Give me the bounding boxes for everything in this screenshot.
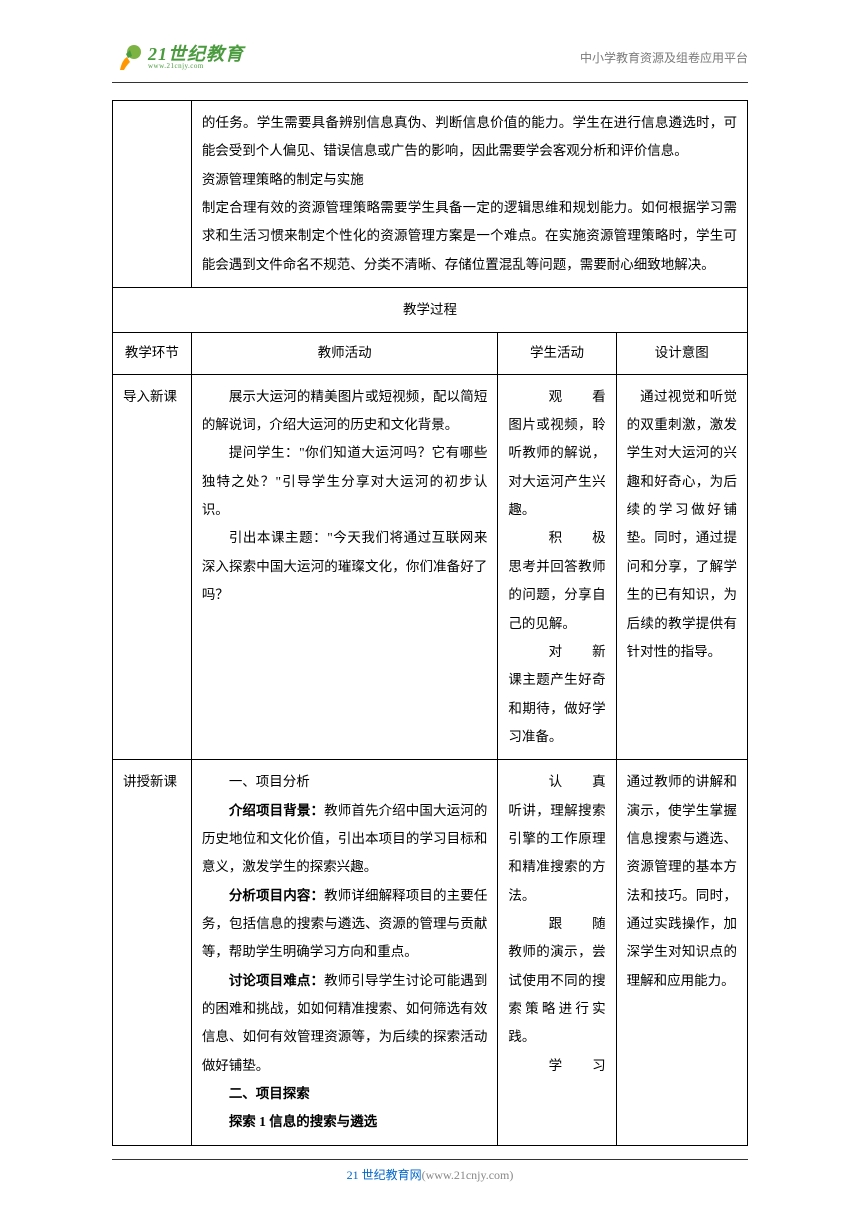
teach-student-p2: 跟 随 xyxy=(508,910,605,938)
teach-h1: 一、项目分析 xyxy=(202,768,488,796)
lesson-row-intro: 导入新课 展示大运河的精美图片或短视频，配以简短的解说词，介绍大运河的历史和文化… xyxy=(113,374,748,759)
intro-label: 导入新课 xyxy=(113,374,192,759)
pre-section-label xyxy=(113,101,192,288)
intro-student-p2b: 思考并回答教师的问题，分享自己的见解。 xyxy=(508,553,605,638)
intro-design-text: 通过视觉和听觉的双重刺激，激发学生对大运河的兴趣和好奇心，为后续的学习做好铺垫。… xyxy=(627,383,737,666)
teach-student-p1b: 听讲，理解搜索引擎的工作原理和精准搜索的方法。 xyxy=(508,797,605,910)
process-title: 教学过程 xyxy=(113,288,748,333)
pre-section-content: 的任务。学生需要具备辨别信息真伪、判断信息价值的能力。学生在进行信息遴选时，可能… xyxy=(191,101,747,288)
teach-student-p2b: 教师的演示，尝试使用不同的搜索策略进行实践。 xyxy=(508,938,605,1051)
teach-design: 通过教师的讲解和演示，使学生掌握信息搜索与遴选、资源管理的基本方法和技巧。同时，… xyxy=(616,760,747,1145)
teach-p3: 讨论项目难点：教师引导学生讨论可能遇到的困难和挑战，如如何精准搜索、如何筛选有效… xyxy=(202,967,488,1080)
header-col1: 教学环节 xyxy=(113,333,192,374)
header-col3: 学生活动 xyxy=(498,333,616,374)
pre-section-row: 的任务。学生需要具备辨别信息真伪、判断信息价值的能力。学生在进行信息遴选时，可能… xyxy=(113,101,748,288)
intro-student-p1b: 图片或视频，聆听教师的解说，对大运河产生兴趣。 xyxy=(508,411,605,524)
header-col4: 设计意图 xyxy=(616,333,747,374)
teach-p2: 分析项目内容：教师详细解释项目的主要任务，包括信息的搜索与遴选、资源的管理与贡献… xyxy=(202,882,488,967)
intro-student-p3: 对 新 xyxy=(508,638,605,666)
teach-p1: 介绍项目背景：教师首先介绍中国大运河的历史地位和文化价值，引出本项目的学习目标和… xyxy=(202,797,488,882)
intro-student: 观 看 图片或视频，聆听教师的解说，对大运河产生兴趣。 积 极 思考并回答教师的… xyxy=(498,374,616,759)
footer-divider xyxy=(112,1159,748,1160)
logo-sub-text: www.21cnjy.com xyxy=(148,63,244,70)
lesson-table: 的任务。学生需要具备辨别信息真伪、判断信息价值的能力。学生在进行信息遴选时，可能… xyxy=(112,100,748,1146)
lesson-row-teach: 讲授新课 一、项目分析 介绍项目背景：教师首先介绍中国大运河的历史地位和文化价值… xyxy=(113,760,748,1145)
page-footer: 21 世纪教育网(www.21cnjy.com) xyxy=(0,1166,860,1184)
header-divider xyxy=(112,82,748,83)
logo-text: 21世纪教育 www.21cnjy.com xyxy=(148,45,244,70)
pre-p1: 的任务。学生需要具备辨别信息真伪、判断信息价值的能力。学生在进行信息遴选时，可能… xyxy=(202,109,737,166)
teach-student-p1: 认 真 xyxy=(508,768,605,796)
page-header: 21世纪教育 www.21cnjy.com 中小学教育资源及组卷应用平台 xyxy=(112,35,748,80)
pre-p3: 制定合理有效的资源管理策略需要学生具备一定的逻辑思维和规划能力。如何根据学习需求… xyxy=(202,194,737,279)
header-right-text: 中小学教育资源及组卷应用平台 xyxy=(580,49,748,66)
intro-teacher-p1: 展示大运河的精美图片或短视频，配以简短的解说词，介绍大运河的历史和文化背景。 xyxy=(202,383,488,440)
intro-teacher-p2: 提问学生："你们知道大运河吗？它有哪些独特之处？"引导学生分享对大运河的初步认识… xyxy=(202,439,488,524)
footer-gray-text: (www.21cnjy.com) xyxy=(422,1168,514,1182)
pre-p2: 资源管理策略的制定与实施 xyxy=(202,166,737,194)
teach-student-p3: 学 习 xyxy=(508,1052,605,1080)
teach-label: 讲授新课 xyxy=(113,760,192,1145)
logo-main-text: 21世纪教育 xyxy=(148,45,244,63)
teach-h2: 二、项目探索 xyxy=(202,1080,488,1108)
intro-student-p3b: 课主题产生好奇和期待，做好学习准备。 xyxy=(508,666,605,751)
header-col2: 教师活动 xyxy=(191,333,498,374)
teach-teacher: 一、项目分析 介绍项目背景：教师首先介绍中国大运河的历史地位和文化价值，引出本项… xyxy=(191,760,498,1145)
main-content: 的任务。学生需要具备辨别信息真伪、判断信息价值的能力。学生在进行信息遴选时，可能… xyxy=(112,100,748,1146)
process-title-row: 教学过程 xyxy=(113,288,748,333)
logo-icon xyxy=(112,42,144,74)
teach-design-text: 通过教师的讲解和演示，使学生掌握信息搜索与遴选、资源管理的基本方法和技巧。同时，… xyxy=(627,768,737,995)
teach-student: 认 真 听讲，理解搜索引擎的工作原理和精准搜索的方法。 跟 随 教师的演示，尝试… xyxy=(498,760,616,1145)
intro-student-p1: 观 看 xyxy=(508,383,605,411)
intro-design: 通过视觉和听觉的双重刺激，激发学生对大运河的兴趣和好奇心，为后续的学习做好铺垫。… xyxy=(616,374,747,759)
column-headers-row: 教学环节 教师活动 学生活动 设计意图 xyxy=(113,333,748,374)
intro-teacher: 展示大运河的精美图片或短视频，配以简短的解说词，介绍大运河的历史和文化背景。 提… xyxy=(191,374,498,759)
intro-teacher-p3: 引出本课主题："今天我们将通过互联网来深入探索中国大运河的璀璨文化，你们准备好了… xyxy=(202,524,488,609)
intro-student-p2: 积 极 xyxy=(508,524,605,552)
logo: 21世纪教育 www.21cnjy.com xyxy=(112,42,244,74)
footer-blue-text: 21 世纪教育网 xyxy=(347,1168,422,1182)
teach-h3: 探索 1 信息的搜索与遴选 xyxy=(202,1108,488,1136)
